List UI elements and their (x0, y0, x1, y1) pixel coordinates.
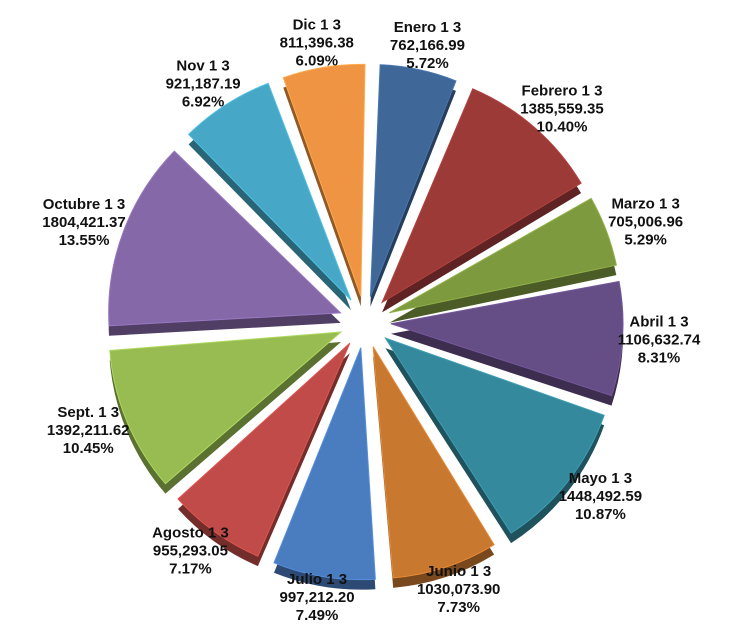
slice-label: Junio 1 3 (426, 563, 491, 580)
slice (177, 342, 351, 557)
slice-label: Mayo 1 3 (569, 470, 632, 487)
slice-value: 1804,421.37 (42, 214, 125, 231)
slice-percent: 5.29% (624, 231, 667, 248)
slice (390, 280, 624, 397)
slice (381, 88, 582, 304)
slice-label: Agosto 1 3 (152, 524, 229, 541)
slice-value: 811,396.38 (280, 35, 354, 52)
slice-label: Dic 1 3 (293, 17, 341, 34)
slice-percent: 6.09% (296, 53, 339, 70)
slice-label: Marzo 1 3 (611, 195, 679, 212)
slice-value: 921,187.19 (166, 76, 241, 93)
slice-percent: 10.87% (575, 506, 626, 523)
slice-percent: 7.17% (169, 560, 212, 577)
slice (187, 82, 352, 301)
slice-percent: 7.49% (296, 607, 339, 624)
slice-value: 1030,073.90 (417, 581, 500, 598)
slice-percent: 5.72% (406, 55, 449, 72)
slice-value: 1448,492.59 (559, 488, 642, 505)
slice-value: 1106,632.74 (618, 332, 701, 349)
slice-label: Febrero 1 3 (522, 82, 603, 99)
slice (108, 150, 342, 327)
slice-value: 1392,211.62 (47, 422, 130, 439)
slice-label: Enero 1 3 (394, 19, 462, 36)
slice (372, 346, 495, 579)
slice-value: 705,006.96 (608, 213, 683, 230)
slice-percent: 10.40% (537, 118, 588, 135)
slice-percent: 8.31% (638, 350, 681, 367)
slice-value: 955,293.05 (153, 542, 228, 559)
slice (389, 197, 617, 314)
slice-value: 762,166.99 (390, 37, 465, 54)
slice-label: Julio 1 3 (287, 571, 347, 588)
slice (369, 64, 457, 297)
slice (282, 63, 366, 297)
slice (109, 331, 343, 485)
slice-label: Abril 1 3 (629, 314, 688, 331)
slice (384, 337, 605, 534)
slice-percent: 10.45% (63, 440, 114, 457)
slice-value: 1385,559.35 (520, 100, 603, 117)
slice-label: Nov 1 3 (176, 58, 229, 75)
slice-value: 997,212.20 (280, 589, 355, 606)
slice-label: Sept. 1 3 (57, 404, 119, 421)
slice-percent: 6.92% (182, 94, 225, 111)
slice (273, 347, 376, 581)
slice-label: Octubre 1 3 (43, 196, 126, 213)
slice-percent: 13.55% (59, 232, 110, 249)
slice-percent: 7.73% (437, 599, 480, 616)
